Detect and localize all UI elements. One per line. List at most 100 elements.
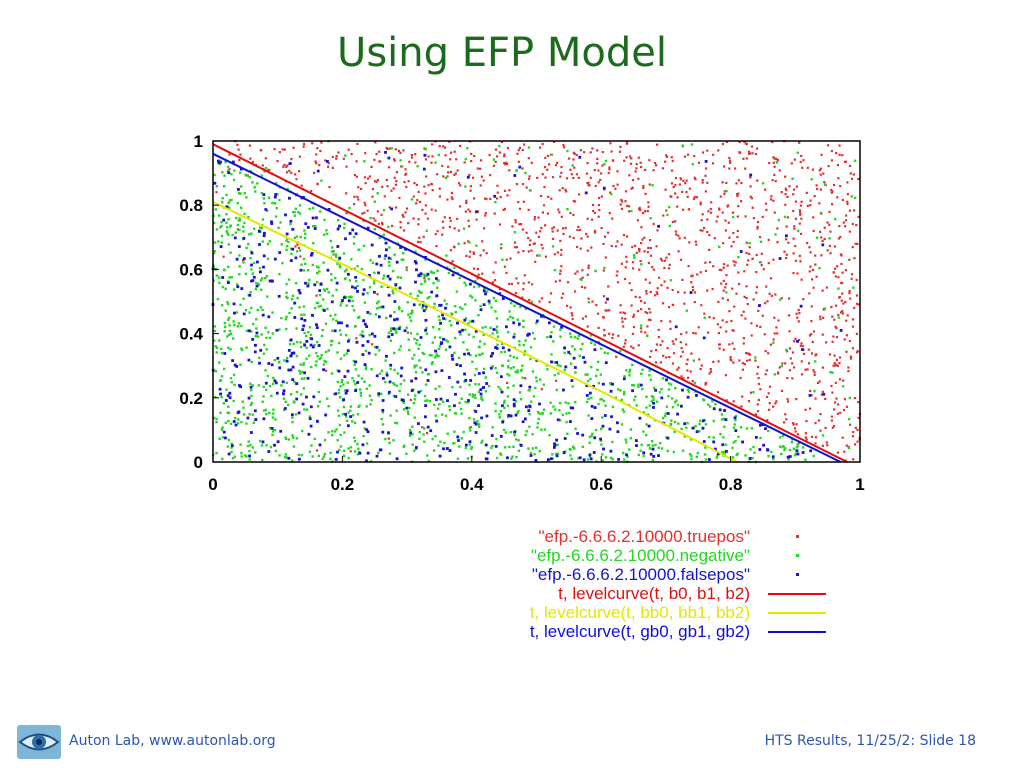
point-falsepos: [556, 418, 560, 422]
point-negative: [501, 258, 504, 261]
point-falsepos: [704, 160, 708, 163]
point-negative: [220, 428, 224, 431]
point-falsepos: [285, 359, 289, 363]
point-truepos: [767, 392, 770, 395]
point-negative: [494, 409, 497, 413]
point-truepos: [668, 356, 671, 359]
point-negative: [671, 406, 675, 409]
point-falsepos: [439, 342, 443, 345]
point-truepos: [819, 315, 822, 318]
point-negative: [261, 218, 265, 221]
point-falsepos: [448, 345, 452, 349]
x-tick-label: 0.6: [589, 475, 613, 494]
point-negative: [343, 431, 346, 434]
point-truepos: [565, 177, 569, 180]
point-falsepos: [701, 426, 705, 430]
point-truepos: [709, 368, 712, 371]
point-negative: [338, 264, 342, 267]
point-truepos: [649, 311, 652, 314]
point-negative: [459, 333, 462, 336]
point-negative: [332, 253, 335, 256]
point-negative: [331, 294, 334, 297]
point-negative: [503, 406, 506, 410]
point-truepos: [742, 310, 745, 313]
point-truepos: [847, 370, 850, 373]
point-truepos: [597, 169, 600, 172]
point-truepos: [515, 182, 519, 186]
point-falsepos: [354, 276, 357, 279]
point-truepos: [786, 376, 789, 380]
point-truepos: [492, 164, 496, 167]
point-truepos: [809, 251, 812, 254]
point-truepos: [717, 149, 720, 152]
point-negative: [514, 370, 517, 374]
point-truepos: [560, 166, 563, 169]
point-truepos: [679, 341, 682, 344]
point-truepos: [740, 200, 743, 203]
point-truepos: [799, 213, 802, 216]
point-truepos: [587, 297, 590, 300]
point-falsepos: [267, 450, 271, 453]
point-truepos: [841, 312, 844, 315]
point-negative: [304, 262, 307, 265]
point-falsepos: [354, 232, 358, 236]
point-truepos: [851, 246, 854, 249]
point-truepos: [674, 230, 677, 233]
point-falsepos: [695, 394, 698, 397]
point-negative: [215, 420, 218, 424]
point-negative: [563, 368, 566, 372]
point-negative: [352, 235, 356, 239]
point-negative: [471, 393, 475, 396]
point-falsepos: [273, 195, 277, 199]
point-falsepos: [527, 332, 531, 336]
point-falsepos: [225, 205, 229, 209]
point-negative: [462, 430, 465, 434]
point-truepos: [806, 368, 809, 371]
point-falsepos: [479, 388, 483, 391]
point-negative: [242, 413, 246, 416]
point-truepos: [755, 291, 758, 294]
point-negative: [424, 383, 428, 386]
point-truepos: [404, 211, 407, 214]
point-negative: [542, 383, 545, 386]
point-truepos: [551, 227, 554, 230]
point-negative: [215, 274, 219, 277]
point-falsepos: [228, 396, 232, 400]
point-negative: [754, 356, 757, 359]
point-truepos: [746, 359, 749, 362]
point-negative: [473, 394, 476, 397]
point-truepos: [412, 217, 415, 220]
point-falsepos: [739, 250, 743, 253]
point-negative: [382, 277, 385, 280]
point-negative: [444, 348, 448, 351]
point-truepos: [648, 307, 651, 310]
point-truepos: [737, 179, 740, 182]
point-truepos: [672, 352, 676, 355]
point-negative: [360, 267, 364, 271]
point-falsepos: [311, 314, 314, 317]
point-negative: [368, 286, 372, 289]
point-negative: [268, 411, 271, 415]
point-truepos: [856, 440, 859, 443]
point-falsepos: [764, 427, 767, 430]
point-negative: [395, 331, 398, 334]
point-negative: [576, 337, 580, 340]
point-negative: [415, 342, 418, 345]
point-truepos: [426, 217, 429, 220]
point-negative: [438, 403, 441, 406]
point-truepos: [671, 159, 674, 163]
point-truepos: [708, 248, 711, 251]
point-truepos: [529, 239, 532, 242]
point-negative: [436, 286, 439, 289]
point-negative: [298, 204, 302, 207]
point-truepos: [830, 419, 833, 422]
point-truepos: [773, 157, 776, 160]
point-falsepos: [733, 416, 737, 420]
point-negative: [631, 363, 634, 366]
point-negative: [651, 458, 655, 462]
point-negative: [516, 318, 519, 321]
point-negative: [655, 400, 659, 403]
point-truepos: [562, 292, 565, 295]
point-falsepos: [340, 321, 343, 325]
point-falsepos: [381, 305, 385, 309]
